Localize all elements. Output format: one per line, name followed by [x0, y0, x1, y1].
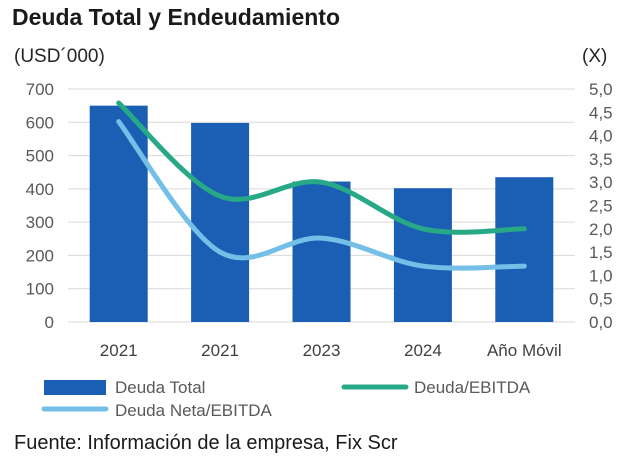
- legend-label: Deuda Total: [115, 378, 205, 397]
- category-label: 2021: [100, 341, 138, 360]
- left-tick-label: 700: [26, 80, 54, 99]
- left-tick-label: 300: [26, 213, 54, 232]
- bar-deuda-total: [393, 188, 452, 322]
- bar-deuda-total: [495, 177, 554, 322]
- right-tick-label: 4,0: [589, 127, 613, 146]
- right-tick-label: 2,0: [589, 220, 613, 239]
- category-label: 2024: [404, 341, 442, 360]
- left-tick-label: 0: [45, 313, 54, 332]
- left-tick-label: 600: [26, 113, 54, 132]
- line-deuda-ebitda: [116, 100, 527, 235]
- bar-deuda-total: [191, 122, 250, 322]
- chart-title: Deuda Total y Endeudamiento: [12, 4, 340, 30]
- legend-label: Deuda Neta/EBITDA: [115, 401, 273, 420]
- category-label: 2021: [201, 341, 239, 360]
- right-tick-label: 4,5: [589, 103, 613, 122]
- right-tick-label: 0,0: [589, 313, 613, 332]
- source-note: Fuente: Información de la empresa, Fix S…: [14, 432, 398, 454]
- right-tick-label: 3,5: [589, 150, 613, 169]
- legend-label: Deuda/EBITDA: [414, 378, 531, 397]
- right-tick-label: 5,0: [589, 80, 613, 99]
- left-tick-label: 500: [26, 147, 54, 166]
- line-deuda-neta-ebitda: [116, 119, 527, 271]
- left-tick-label: 100: [26, 280, 54, 299]
- category-label: Año Móvil: [487, 341, 562, 360]
- legend-swatch-deuda-total: [44, 380, 106, 395]
- right-axis-unit: (X): [582, 46, 608, 67]
- category-label: 2023: [303, 341, 341, 360]
- left-axis-unit: (USD´000): [14, 46, 105, 67]
- right-tick-label: 2,5: [589, 197, 613, 216]
- right-tick-label: 1,5: [589, 243, 613, 262]
- left-tick-label: 400: [26, 180, 54, 199]
- right-tick-label: 0,5: [589, 290, 613, 309]
- right-tick-label: 1,0: [589, 266, 613, 285]
- bar-deuda-total: [292, 181, 351, 322]
- right-tick-label: 3,0: [589, 173, 613, 192]
- left-tick-label: 200: [26, 246, 54, 265]
- bar-deuda-total: [89, 105, 148, 323]
